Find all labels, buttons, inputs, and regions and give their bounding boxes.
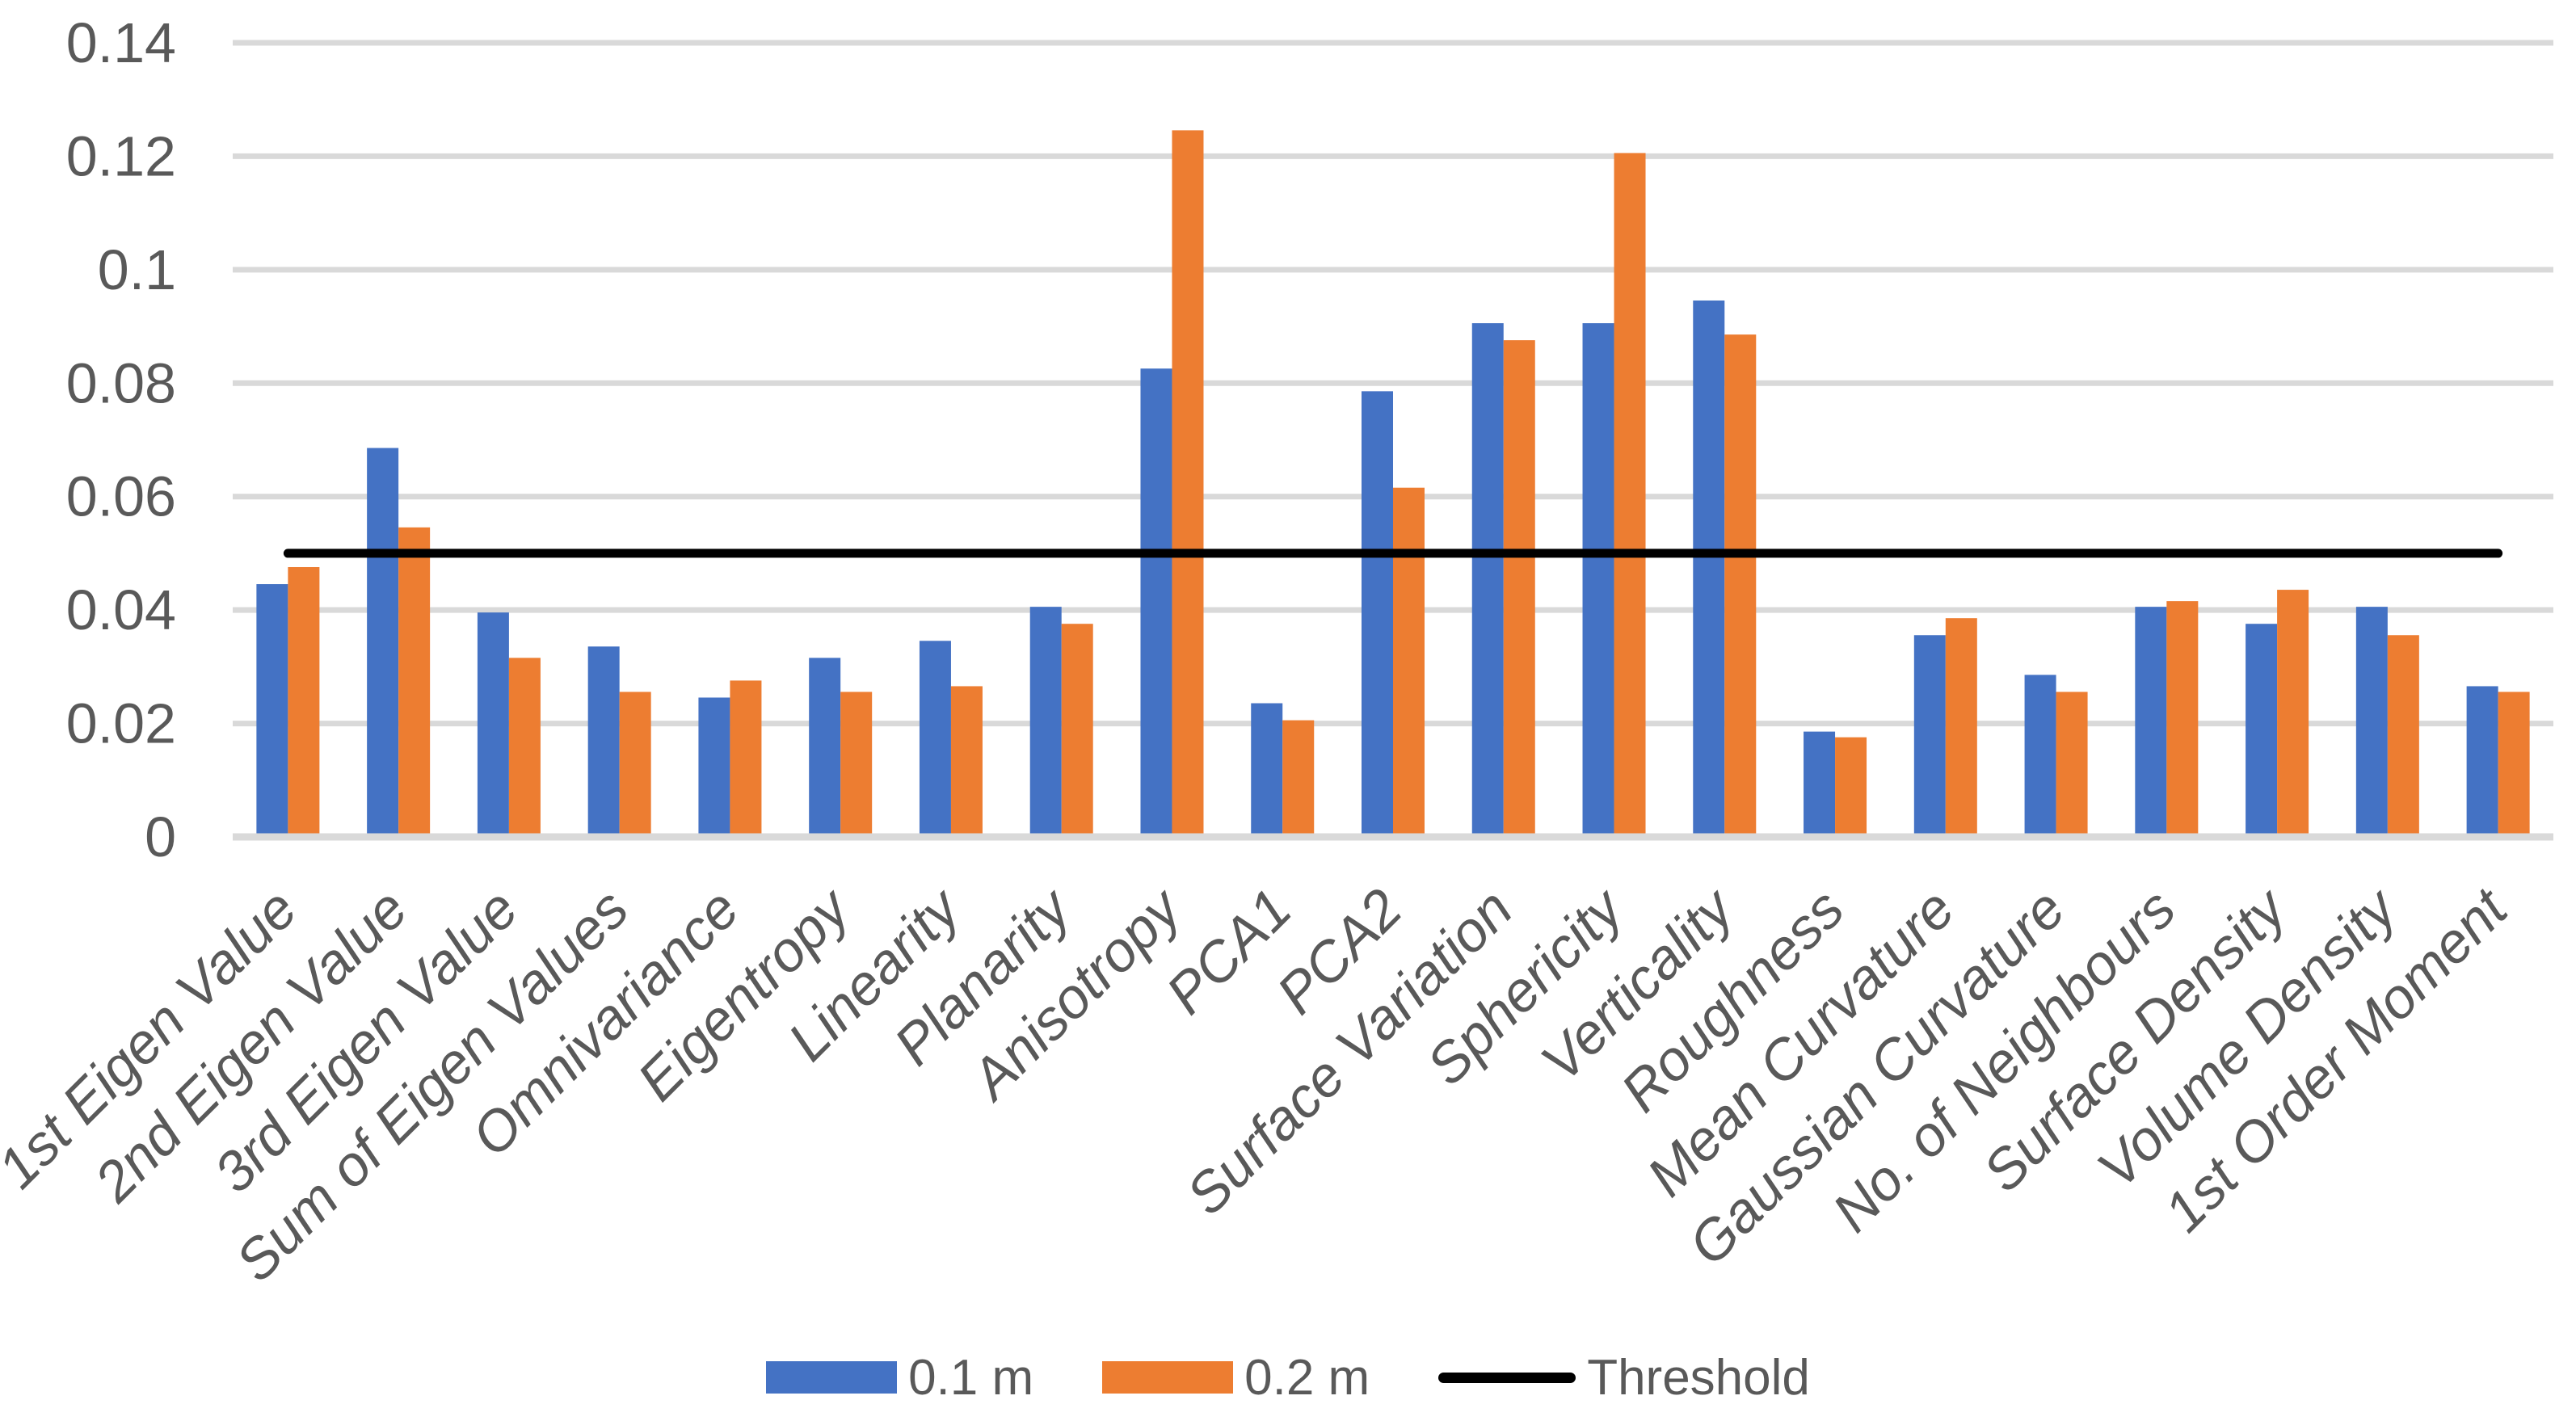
bar-0.1m-8: [1140, 368, 1172, 834]
x-axis-label-9: PCA1: [1154, 877, 1303, 1025]
bar-0.2m-12: [1614, 153, 1646, 834]
bar-0.1m-16: [2024, 675, 2056, 834]
legend-label-02m: 0.2 m: [1244, 1349, 1370, 1406]
y-tick-label-2: 0.04: [66, 578, 176, 641]
bar-0.1m-10: [1362, 391, 1393, 834]
bar-0.2m-17: [2166, 601, 2199, 834]
bar-0.1m-12: [1582, 323, 1614, 835]
bar-0.1m-0: [256, 584, 288, 834]
legend-swatch-blue-icon: [766, 1361, 898, 1394]
legend-item-threshold: Threshold: [1438, 1349, 1810, 1406]
legend: 0.1 m 0.2 m Threshold: [0, 1343, 2576, 1412]
bar-0.1m-6: [919, 641, 951, 834]
y-tick-label-4: 0.08: [66, 351, 176, 414]
bar-0.2m-7: [1061, 624, 1093, 834]
y-tick-label-3: 0.06: [66, 465, 176, 528]
bar-0.2m-16: [2056, 692, 2088, 834]
bar-0.1m-18: [2246, 624, 2278, 834]
bar-0.2m-19: [2387, 635, 2419, 834]
bar-0.2m-11: [1503, 340, 1535, 834]
y-tick-label-7: 0.14: [66, 11, 176, 74]
y-tick-label-0: 0: [145, 805, 176, 868]
y-tick-label-1: 0.02: [66, 692, 176, 755]
bar-0.1m-3: [587, 646, 620, 834]
bar-0.1m-15: [1913, 635, 1946, 834]
bar-0.2m-8: [1172, 130, 1204, 835]
legend-label-01m: 0.1 m: [908, 1349, 1034, 1406]
bar-0.1m-2: [477, 612, 509, 834]
bar-0.2m-18: [2277, 590, 2309, 834]
y-tick-label-5: 0.1: [98, 238, 176, 301]
y-tick-label-6: 0.12: [66, 124, 176, 187]
bar-0.1m-5: [809, 658, 841, 834]
bar-0.1m-20: [2466, 686, 2498, 834]
bar-0.2m-5: [840, 692, 873, 834]
legend-swatch-orange-icon: [1102, 1361, 1234, 1394]
bar-0.1m-14: [1804, 731, 1836, 834]
bar-0.1m-4: [698, 697, 730, 834]
bar-0.2m-4: [730, 680, 762, 834]
bar-0.2m-0: [288, 566, 320, 834]
bar-0.2m-20: [2498, 692, 2530, 834]
bar-0.1m-13: [1693, 300, 1725, 834]
bar-0.1m-9: [1251, 703, 1283, 834]
legend-label-threshold: Threshold: [1587, 1349, 1810, 1406]
bar-0.2m-14: [1835, 737, 1867, 834]
legend-item-01m: 0.1 m: [766, 1349, 1033, 1406]
bar-0.1m-7: [1029, 607, 1062, 834]
legend-item-02m: 0.2 m: [1102, 1349, 1370, 1406]
bar-0.1m-11: [1471, 323, 1504, 835]
bar-0.2m-1: [398, 527, 431, 834]
bar-0.1m-19: [2355, 607, 2388, 834]
bar-0.2m-2: [508, 658, 541, 834]
bar-0.2m-6: [950, 686, 983, 834]
bar-0.1m-1: [367, 448, 399, 834]
bar-0.2m-13: [1724, 334, 1757, 835]
bar-0.2m-15: [1945, 618, 1977, 834]
bar-0.2m-10: [1393, 487, 1425, 834]
bar-0.1m-17: [2135, 607, 2167, 834]
bar-0.2m-3: [619, 692, 651, 834]
legend-threshold-line-icon: [1438, 1372, 1576, 1383]
bar-0.2m-9: [1282, 720, 1315, 834]
